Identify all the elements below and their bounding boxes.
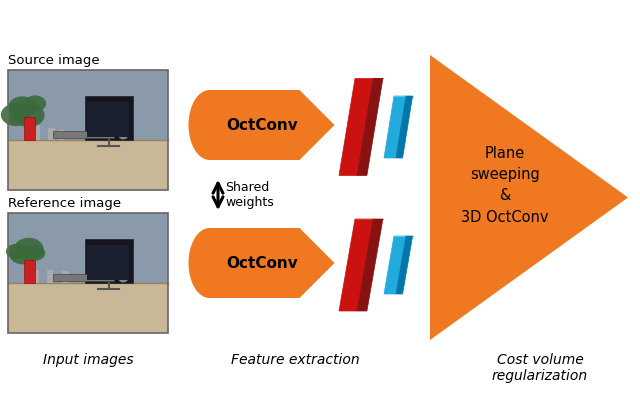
- Ellipse shape: [1, 103, 31, 126]
- Ellipse shape: [13, 103, 45, 127]
- Polygon shape: [396, 96, 413, 158]
- Ellipse shape: [189, 90, 230, 160]
- Bar: [53, 131, 114, 138]
- Polygon shape: [357, 78, 383, 176]
- Polygon shape: [357, 219, 383, 311]
- Bar: [8, 139, 168, 190]
- Ellipse shape: [119, 277, 127, 282]
- Bar: [62, 271, 68, 283]
- Bar: [24, 117, 35, 139]
- Text: OctConv: OctConv: [226, 117, 298, 132]
- Ellipse shape: [24, 95, 46, 112]
- Text: Plane
sweeping
&
3D OctConv: Plane sweeping & 3D OctConv: [461, 146, 549, 225]
- Text: Reference image: Reference image: [8, 197, 121, 210]
- Polygon shape: [339, 78, 373, 176]
- Bar: [87, 244, 129, 280]
- Bar: [8, 70, 168, 190]
- Polygon shape: [384, 96, 406, 158]
- Bar: [209, 90, 300, 160]
- Ellipse shape: [6, 244, 26, 259]
- Polygon shape: [300, 90, 335, 160]
- Bar: [87, 102, 129, 137]
- Bar: [8, 213, 168, 333]
- Bar: [8, 70, 168, 190]
- Text: Input images: Input images: [43, 353, 133, 367]
- Polygon shape: [430, 55, 628, 340]
- Bar: [8, 283, 168, 333]
- Bar: [209, 228, 300, 298]
- Bar: [53, 274, 114, 281]
- Ellipse shape: [14, 238, 44, 260]
- Bar: [33, 269, 39, 283]
- Bar: [34, 125, 40, 139]
- Ellipse shape: [25, 246, 45, 261]
- Text: Source image: Source image: [8, 54, 100, 67]
- Ellipse shape: [119, 134, 127, 139]
- Bar: [47, 270, 53, 283]
- Ellipse shape: [10, 245, 35, 264]
- Text: Feature extraction: Feature extraction: [230, 353, 359, 367]
- Bar: [48, 127, 54, 139]
- Polygon shape: [339, 219, 373, 311]
- Polygon shape: [384, 236, 406, 294]
- Bar: [58, 130, 65, 139]
- Ellipse shape: [189, 228, 230, 298]
- Ellipse shape: [8, 96, 36, 117]
- Text: OctConv: OctConv: [226, 256, 298, 271]
- Text: Cost volume
regularization: Cost volume regularization: [492, 353, 588, 383]
- Bar: [24, 260, 35, 283]
- Bar: [84, 96, 133, 139]
- Text: Shared
weights: Shared weights: [225, 181, 274, 209]
- Bar: [84, 239, 133, 283]
- Polygon shape: [300, 228, 335, 298]
- Polygon shape: [396, 236, 413, 294]
- Bar: [8, 213, 168, 333]
